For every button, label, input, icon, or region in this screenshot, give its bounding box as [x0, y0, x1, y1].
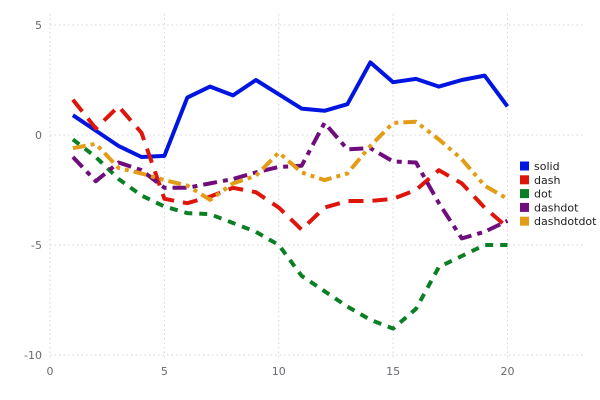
y-tick-label: -5	[31, 239, 42, 252]
x-tick-label: 5	[161, 365, 168, 378]
legend-swatch-dashdot	[520, 202, 529, 212]
legend-swatch-dash	[520, 175, 529, 185]
legend-label-dash: dash	[534, 174, 560, 187]
x-tick-label: 10	[272, 365, 286, 378]
x-tick-label: 0	[47, 365, 54, 378]
legend-swatch-dot	[520, 189, 529, 199]
x-tick-label: 20	[501, 365, 515, 378]
legend-swatch-solid	[520, 161, 529, 171]
series-line-dot	[71, 137, 508, 331]
series-line-solid	[71, 60, 510, 159]
legend-label-dashdotdot: dashdotdot	[534, 215, 597, 228]
y-tick-label: -10	[24, 349, 42, 362]
legend-label-dashdot: dashdot	[534, 201, 579, 214]
legend-label-solid: solid	[534, 160, 560, 173]
y-tick-label: 5	[35, 19, 42, 32]
legend-label-dot: dot	[534, 188, 553, 201]
legend-swatch-dashdotdot	[520, 216, 529, 226]
x-tick-label: 15	[386, 365, 400, 378]
y-tick-label: 0	[35, 129, 42, 142]
series-line-dashdotdot	[72, 119, 509, 202]
